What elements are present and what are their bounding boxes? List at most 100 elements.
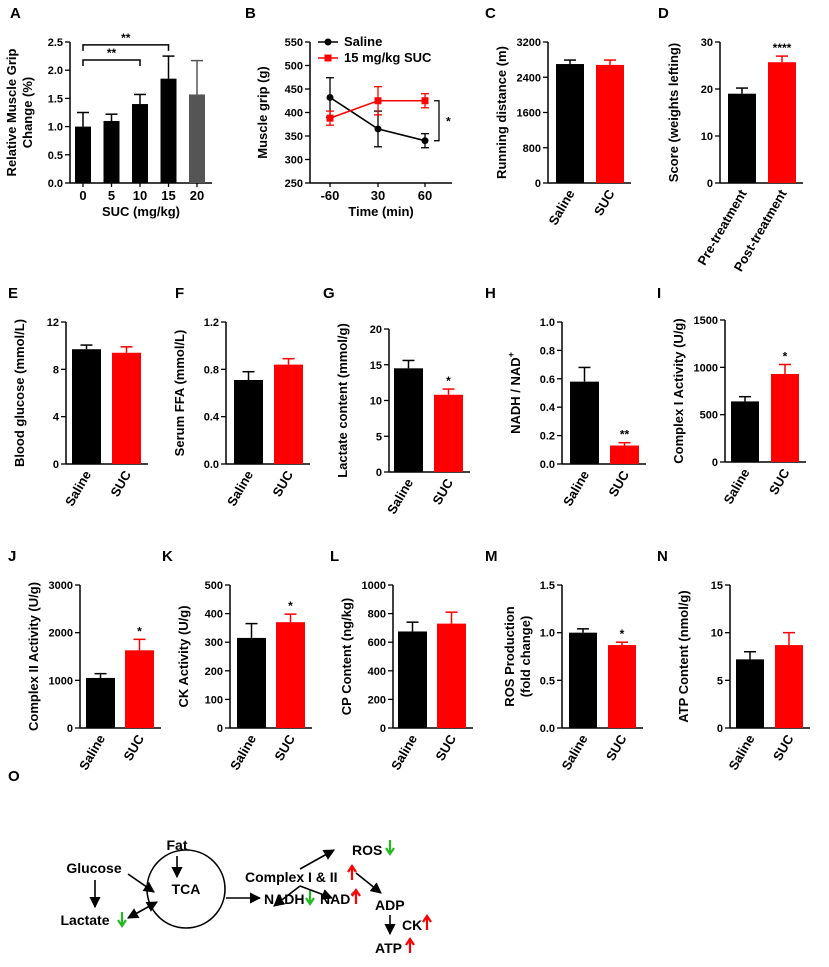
y-tick-label: 500: [285, 61, 303, 73]
y-tick-label: 300: [205, 637, 223, 649]
bar: [610, 445, 639, 464]
significance-mark: ****: [773, 41, 792, 55]
significance-bracket: [82, 59, 141, 67]
panel-m: M 0.0 0.5 1.0 1.5 ROS Production (fold change)…: [485, 548, 643, 773]
bar: [736, 659, 764, 728]
y-tick-label: 1600: [517, 108, 541, 120]
y-axis-label: Change (%): [20, 77, 35, 149]
data-point: [374, 97, 382, 105]
y-axis-label: ROS Production: [502, 606, 517, 706]
data-point: [326, 93, 334, 101]
y-tick-label: 10: [370, 396, 382, 408]
x-axis-label: Time (min): [348, 204, 414, 219]
y-tick-label: 450: [285, 84, 303, 96]
y-tick-label: 1000: [49, 675, 73, 687]
y-tick-label: 1.0: [48, 122, 63, 134]
bar: [728, 93, 756, 183]
y-axis-label: (fold change): [518, 616, 533, 698]
y-axis-label: CK Activity (U/g): [176, 605, 191, 707]
bar: [112, 352, 141, 464]
panel-h: H 0.0 0.2 0.4 0.6 0.8 1.0 NADH / NAD+ Saline ** SU…: [485, 285, 646, 509]
y-tick-label: 1500: [694, 315, 718, 327]
y-axis-label: Relative Muscle Grip: [4, 49, 19, 177]
x-tick-label: Saline: [76, 732, 108, 773]
y-tick-label: 0.0: [48, 178, 63, 190]
down-arrow-icon: [305, 890, 315, 906]
bar: [768, 62, 796, 183]
y-tick-label: 200: [205, 666, 223, 678]
glucose-to-tca-arrow: [127, 873, 155, 893]
complex-to-adp-arrow: [355, 872, 382, 894]
y-axis-label: Lactate content (mmol/g): [335, 323, 350, 478]
y-tick-label: 1.2: [204, 317, 219, 329]
bar: [132, 104, 148, 183]
x-tick-label: Saline: [227, 732, 259, 773]
x-axis-label: SUC (mg/kg): [102, 204, 180, 219]
up-arrow-icon: [351, 888, 361, 904]
panel-label: C: [485, 5, 496, 22]
panel-label: N: [657, 548, 668, 565]
panel-g: G 0 5 10 15 20 Lactate content (mmol/g) Saline *…: [323, 285, 470, 517]
y-tick-label: 0: [712, 457, 718, 469]
significance-bracket: [434, 100, 440, 142]
bar: [237, 637, 266, 728]
bar: [569, 632, 597, 728]
panel-label: I: [657, 285, 661, 302]
y-tick-label: 0: [67, 723, 73, 735]
bar: [775, 645, 803, 728]
panel-label: L: [330, 548, 339, 565]
y-axis-label-sup: +: [506, 352, 516, 357]
data-point: [374, 125, 382, 133]
fat-label: Fat: [167, 837, 188, 853]
y-tick-label: 500: [205, 580, 223, 592]
y-tick-label: 0.8: [204, 364, 219, 376]
y-axis-label: Complex I Activity (U/g): [671, 318, 686, 463]
significance-mark: **: [107, 46, 117, 60]
y-tick-label: 0.2: [540, 431, 555, 443]
significance-mark: *: [783, 349, 788, 363]
panel-f: F 0.0 0.4 0.8 1.2 Serum FFA (mmol/L) Saline SUC: [172, 285, 310, 509]
y-tick-label: 350: [285, 131, 303, 143]
y-tick-label: 1000: [694, 362, 718, 374]
panel-a: A 0.0 0.5 1.0 1.5 2.0 2.5 Relative Muscle Grip C…: [4, 5, 212, 219]
y-tick-label: 3000: [49, 580, 73, 592]
panel-label: M: [485, 548, 498, 565]
x-tick-label: Saline: [725, 732, 757, 773]
bar: [103, 120, 120, 183]
y-tick-label: 0: [376, 467, 382, 479]
y-tick-label: 100: [205, 694, 223, 706]
x-tick-label: 15: [161, 188, 175, 203]
bar: [434, 394, 463, 472]
y-axis-label: Score (weights lefting): [666, 43, 681, 182]
up-arrow-icon: [405, 937, 415, 953]
x-tick-label: Saline: [720, 466, 752, 507]
y-tick-label: 800: [523, 143, 541, 155]
panel-e: E 0 4 8 12 Blood glucose (mmol/L) Saline SUC: [8, 285, 148, 509]
y-tick-label: 800: [368, 609, 386, 621]
data-point: [421, 137, 429, 145]
bar: [596, 64, 624, 183]
significance-mark: *: [288, 599, 293, 613]
panel-label: B: [245, 5, 256, 22]
bar: [394, 368, 423, 472]
bar: [189, 94, 205, 183]
panel-label: J: [8, 548, 16, 565]
x-tick-label: SUC: [603, 731, 630, 763]
y-tick-label: 400: [285, 108, 303, 120]
panel-i: I 0 500 1000 1500 Complex I Activity (U/g) Sal…: [657, 285, 806, 507]
y-tick-label: 0: [707, 178, 713, 190]
x-tick-label: 0: [79, 188, 86, 203]
x-tick-label: SUC: [269, 467, 296, 499]
panel-n: N 0 5 10 15 ATP Content (nmol/g) Saline SUC: [657, 548, 810, 773]
y-tick-label: 2.5: [48, 37, 63, 49]
legend-label: 15 mg/kg SUC: [344, 50, 432, 65]
panel-label: E: [8, 285, 18, 302]
x-tick-label: Saline: [224, 468, 256, 509]
tca-label: TCA: [172, 881, 201, 897]
significance-mark: **: [620, 428, 630, 442]
x-tick-label: -60: [321, 188, 340, 203]
y-tick-label: 300: [285, 155, 303, 167]
down-arrow-icon: [117, 912, 127, 928]
panel-label: K: [162, 548, 173, 565]
